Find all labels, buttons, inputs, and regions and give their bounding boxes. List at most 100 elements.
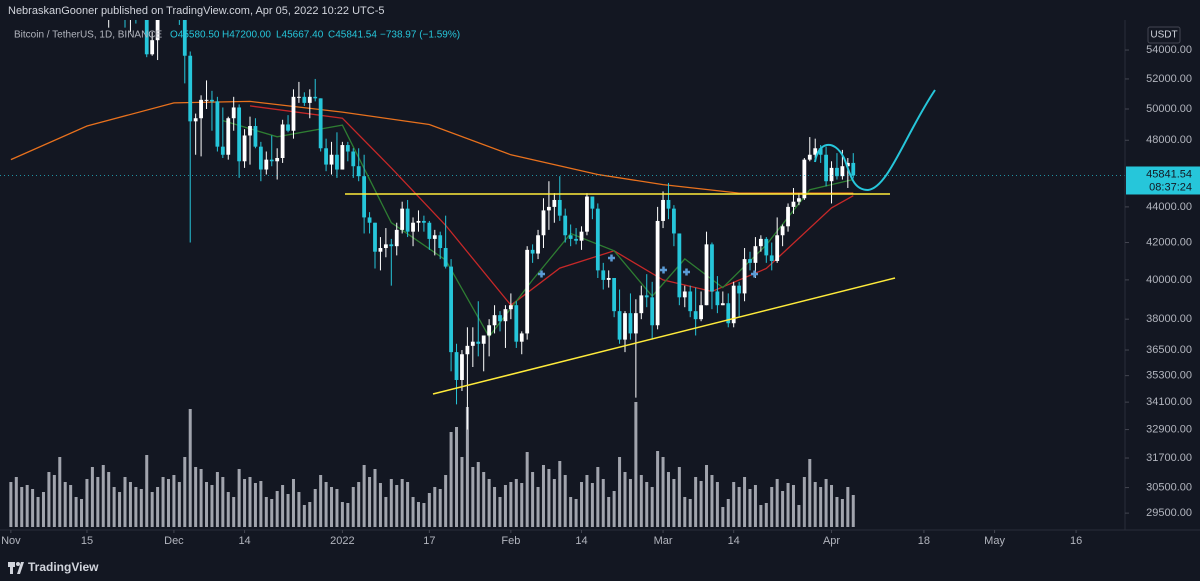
- x-tick-label: 14: [238, 535, 250, 547]
- volume-bar: [134, 487, 138, 527]
- volume-bar: [161, 477, 165, 527]
- last-price: 45841.54: [1146, 168, 1192, 180]
- candle-body: [840, 166, 845, 177]
- candle-body: [400, 208, 405, 230]
- volume-bar: [661, 457, 665, 527]
- markers: [538, 254, 758, 278]
- volume-bar: [672, 479, 676, 527]
- candle-body: [438, 235, 443, 249]
- volume-bar: [628, 479, 632, 527]
- volume-bar: [732, 482, 736, 527]
- volume-bar: [259, 481, 263, 527]
- candle-body: [318, 98, 323, 149]
- volume-bar: [623, 472, 627, 527]
- volume-bar: [156, 487, 160, 527]
- volume-bar: [384, 497, 388, 527]
- legend-low: L45667.40: [276, 30, 324, 41]
- volume-bar: [340, 502, 344, 527]
- volume-bar: [166, 479, 170, 527]
- candle-body: [297, 96, 301, 98]
- volume-bar: [25, 485, 29, 527]
- volume-bar: [764, 503, 768, 527]
- legend-open: O45580.50: [170, 30, 220, 41]
- candle-body: [427, 222, 432, 239]
- volume-bar: [607, 497, 611, 527]
- y-tick-label: 32900.00: [1146, 423, 1192, 435]
- volume-bar: [357, 482, 361, 527]
- candle-body: [443, 248, 448, 267]
- y-tick-label: 54000.00: [1146, 44, 1192, 56]
- volume-bar: [36, 497, 40, 527]
- x-tick-label: 18: [918, 535, 930, 547]
- y-tick-label: 42000.00: [1146, 236, 1192, 248]
- candle-body: [682, 291, 687, 298]
- volume-bar: [503, 485, 507, 527]
- trend-line: [432, 277, 896, 395]
- volume-bar: [270, 499, 274, 527]
- volume-bar: [205, 482, 209, 527]
- candle-body: [677, 233, 682, 298]
- candle-body: [373, 222, 377, 252]
- candle-body: [851, 162, 856, 176]
- x-tick-label: 2022: [330, 535, 354, 547]
- candle-body: [780, 226, 785, 236]
- candle-body: [536, 235, 540, 254]
- volume-bar: [824, 479, 828, 527]
- volume-bar: [683, 497, 687, 527]
- volume-bar: [145, 455, 149, 527]
- volume-bar: [536, 487, 540, 527]
- volume-bar: [422, 503, 426, 527]
- volume-bar: [63, 482, 67, 527]
- volume-bar: [781, 491, 785, 527]
- candle-body: [612, 277, 617, 312]
- volume-bar: [351, 487, 355, 527]
- volume-bar: [710, 475, 714, 527]
- candle-body: [264, 159, 269, 170]
- volume-bar: [449, 432, 453, 527]
- candle-body: [797, 198, 801, 202]
- volume-bar: [509, 482, 513, 527]
- x-tick-label: Nov: [1, 535, 21, 547]
- footer-bar: [0, 555, 1200, 581]
- y-tick-label: 50000.00: [1146, 103, 1192, 115]
- candle-body: [416, 220, 421, 223]
- candle-body: [595, 208, 600, 271]
- candle-body: [617, 311, 622, 340]
- candle-body: [704, 244, 709, 306]
- candle-body: [481, 335, 486, 344]
- y-tick-label: 38000.00: [1146, 313, 1192, 325]
- candle-body: [351, 151, 356, 167]
- candle-body: [715, 291, 720, 306]
- candle-body: [829, 167, 834, 182]
- volume-bar: [248, 477, 252, 527]
- volume-bar: [514, 479, 518, 527]
- candle-body: [530, 249, 535, 254]
- volume-bar: [677, 467, 681, 527]
- volume-bar: [433, 487, 437, 527]
- y-tick-label: 35300.00: [1146, 370, 1192, 382]
- candle-body: [590, 196, 595, 209]
- moving-average: [10, 100, 854, 194]
- legend-change: −738.97 (−1.59%): [380, 30, 460, 41]
- volume-bar: [313, 489, 317, 527]
- candle-body: [150, 40, 155, 55]
- candle-body: [454, 352, 459, 380]
- volume-bar: [819, 487, 823, 527]
- volume-bar: [618, 457, 622, 527]
- candle-body: [563, 215, 568, 236]
- volume-bar: [563, 475, 567, 527]
- volume-bar: [797, 505, 801, 527]
- volume-bar: [150, 492, 154, 527]
- candle-body: [362, 176, 367, 218]
- volume-bar: [281, 485, 285, 527]
- volume-bar: [465, 407, 469, 527]
- volume-bar: [705, 465, 709, 527]
- volume-bar: [335, 489, 339, 527]
- volume-bar: [694, 477, 698, 527]
- candle-body: [231, 107, 236, 119]
- candle-body: [661, 199, 665, 221]
- volume-bar: [596, 467, 600, 527]
- volume-bar: [547, 469, 551, 527]
- volume-bar: [330, 487, 334, 527]
- volume-bar: [520, 483, 524, 527]
